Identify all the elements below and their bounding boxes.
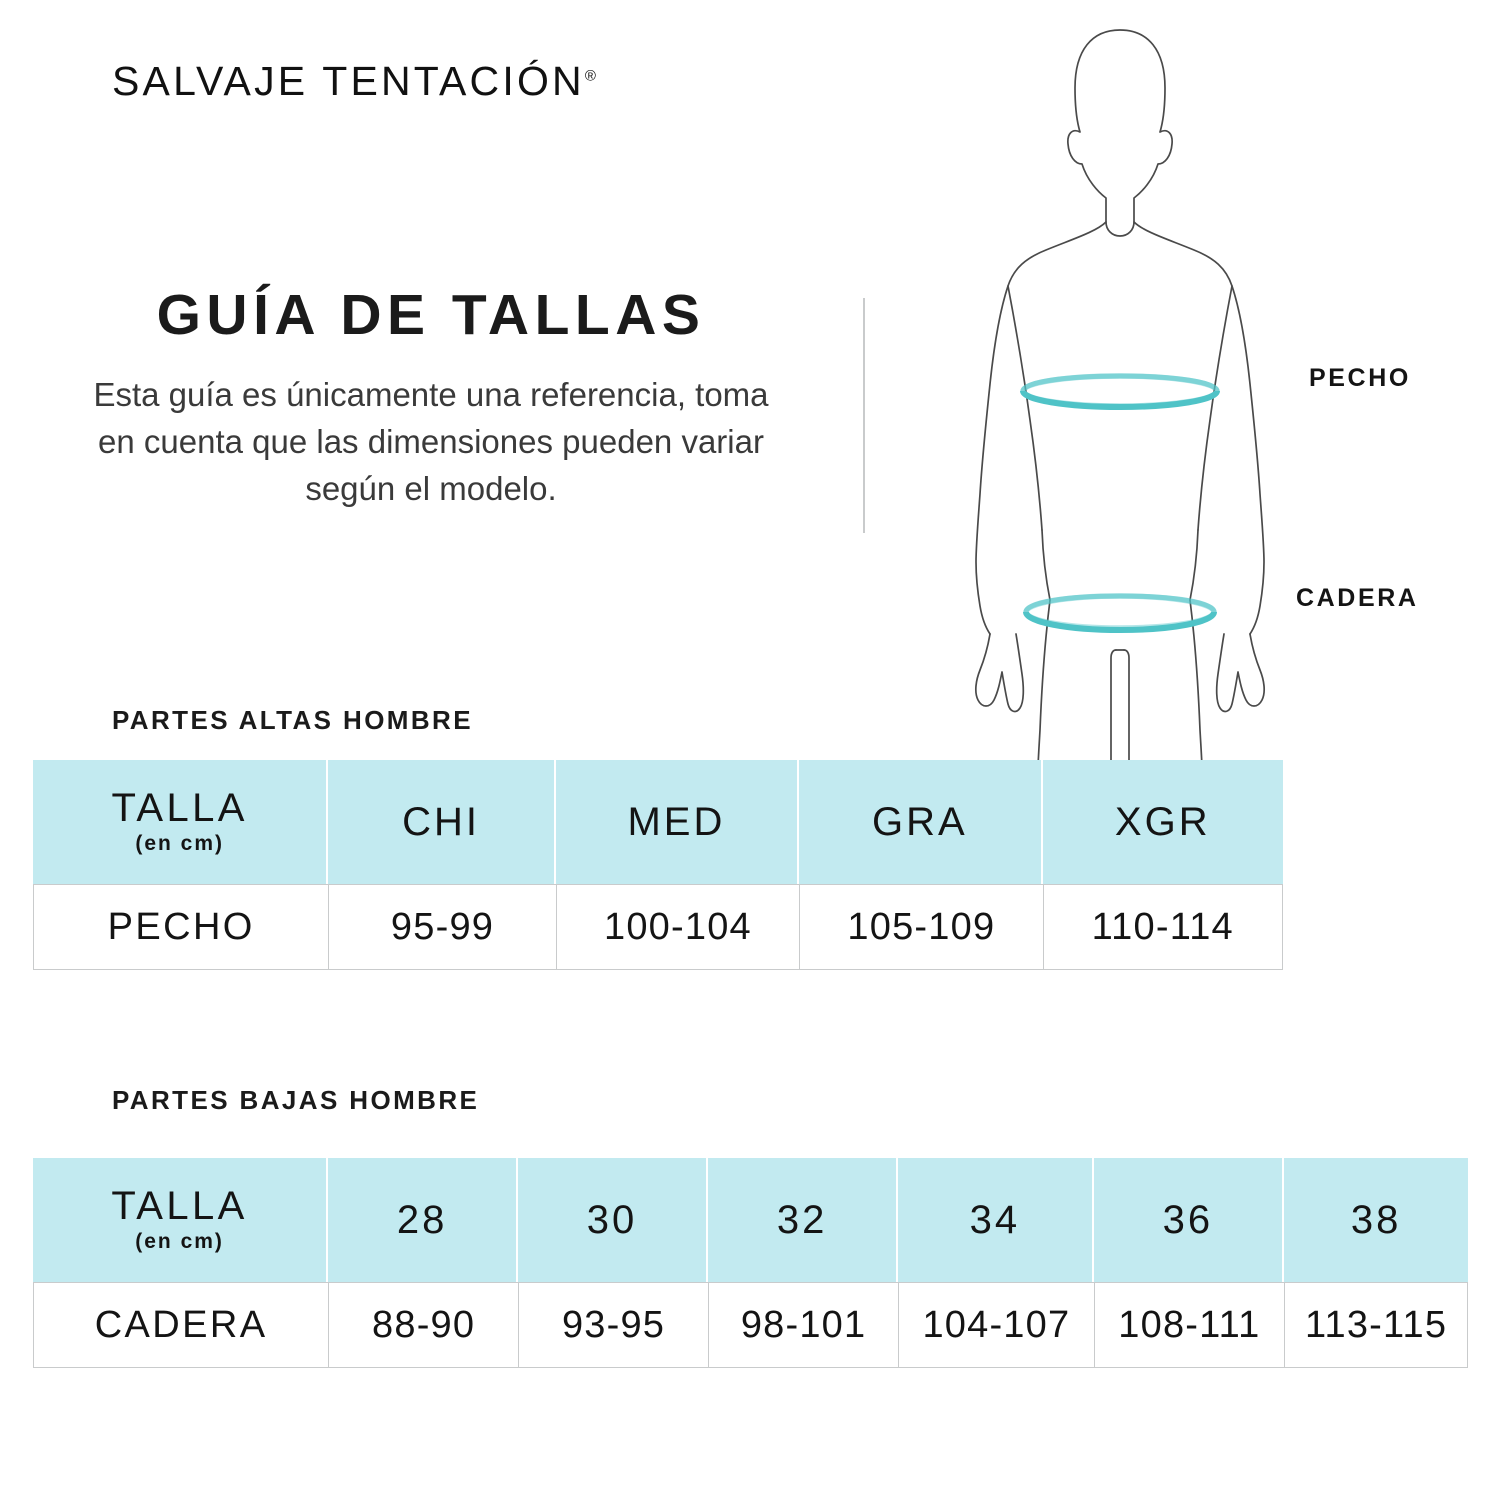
header-size-label: 34: [969, 1197, 1021, 1242]
cell-value: 105-109: [847, 905, 996, 948]
header-size-label: CHI: [402, 799, 480, 844]
header-cell-size-38: 38: [1284, 1158, 1468, 1282]
header-size-label: 36: [1162, 1197, 1214, 1242]
table-header-row: TALLA (en cm) 28 30 32 34 36: [33, 1158, 1468, 1282]
data-cell: 110-114: [1042, 884, 1283, 970]
header-cell-size-gra: GRA: [799, 760, 1043, 884]
cell-value: 100-104: [604, 905, 752, 948]
registered-mark: ®: [584, 67, 596, 85]
table-row: CADERA 88-90 93-95 98-101 104-107 108-11…: [33, 1282, 1468, 1368]
cell-value: 98-101: [740, 1303, 867, 1346]
chest-measure-band: [1020, 373, 1220, 411]
header-size-label: 28: [396, 1197, 448, 1242]
header-cell-size-36: 36: [1093, 1158, 1285, 1282]
header-talla-main: TALLA: [111, 785, 248, 830]
cell-value: 95-99: [390, 905, 495, 948]
row-label: PECHO: [107, 905, 255, 948]
section-caption-lower: PARTES BAJAS HOMBRE: [112, 1085, 480, 1115]
header-talla-sub: (en cm): [135, 1230, 224, 1254]
header-size-label: GRA: [872, 799, 968, 844]
header-size-label: 30: [586, 1197, 638, 1242]
header-cell-size-32: 32: [708, 1158, 899, 1282]
cell-value: 108-111: [1118, 1303, 1261, 1346]
cell-value: 104-107: [922, 1303, 1071, 1346]
header-talla-sub: (en cm): [135, 832, 225, 856]
table-row: PECHO 95-99 100-104 105-109 110-114: [33, 884, 1283, 970]
intro-description: Esta guía es únicamente una referencia, …: [93, 375, 769, 507]
figure-label-cadera: CADERA: [1296, 584, 1419, 612]
intro-block: GUÍA DE TALLAS Esta guía es únicamente u…: [72, 283, 790, 512]
header-cell-size-med: MED: [555, 760, 800, 884]
header-size-label: XGR: [1114, 799, 1211, 844]
header-talla-main: TALLA: [111, 1183, 248, 1228]
figure-label-pecho: PECHO: [1309, 364, 1411, 392]
cell-value: 88-90: [372, 1303, 476, 1346]
data-cell: 113-115: [1284, 1282, 1468, 1368]
cell-value: 93-95: [561, 1303, 666, 1346]
table-partes-altas: TALLA (en cm) CHI MED GRA XGR PECHO: [33, 760, 1283, 970]
data-cell: 95-99: [328, 884, 556, 970]
header-size-label: 32: [776, 1197, 828, 1242]
data-cell: 108-111: [1093, 1282, 1285, 1368]
data-cell: 105-109: [799, 884, 1043, 970]
brand-logo: SALVAJE TENTACIÓN®: [112, 58, 596, 105]
header-cell-size-xgr: XGR: [1042, 760, 1283, 884]
brand-name: SALVAJE TENTACIÓN: [112, 58, 585, 104]
cell-value: 110-114: [1091, 905, 1234, 948]
data-cell: 100-104: [555, 884, 800, 970]
header-size-label: MED: [627, 799, 726, 844]
hip-measure-band: [1023, 593, 1217, 634]
header-size-label: 38: [1350, 1197, 1402, 1242]
header-cell-talla: TALLA (en cm): [33, 760, 329, 884]
data-cell: 93-95: [518, 1282, 708, 1368]
row-label-cell: CADERA: [33, 1282, 329, 1368]
data-cell: 98-101: [708, 1282, 899, 1368]
header-cell-size-28: 28: [328, 1158, 519, 1282]
table-header-row: TALLA (en cm) CHI MED GRA XGR: [33, 760, 1283, 884]
body-figure-illustration: [920, 10, 1320, 770]
vertical-divider: [863, 298, 865, 533]
cell-value: 113-115: [1304, 1303, 1448, 1346]
table-partes-bajas: TALLA (en cm) 28 30 32 34 36: [33, 1158, 1468, 1368]
page-title: GUÍA DE TALLAS: [156, 283, 706, 347]
section-caption-upper: PARTES ALTAS HOMBRE: [112, 705, 473, 735]
data-cell: 104-107: [898, 1282, 1094, 1368]
row-label: CADERA: [94, 1303, 268, 1346]
header-cell-talla: TALLA (en cm): [33, 1158, 329, 1282]
data-cell: 88-90: [328, 1282, 519, 1368]
header-cell-size-chi: CHI: [328, 760, 556, 884]
header-cell-size-30: 30: [518, 1158, 708, 1282]
header-cell-size-34: 34: [898, 1158, 1094, 1282]
row-label-cell: PECHO: [33, 884, 329, 970]
